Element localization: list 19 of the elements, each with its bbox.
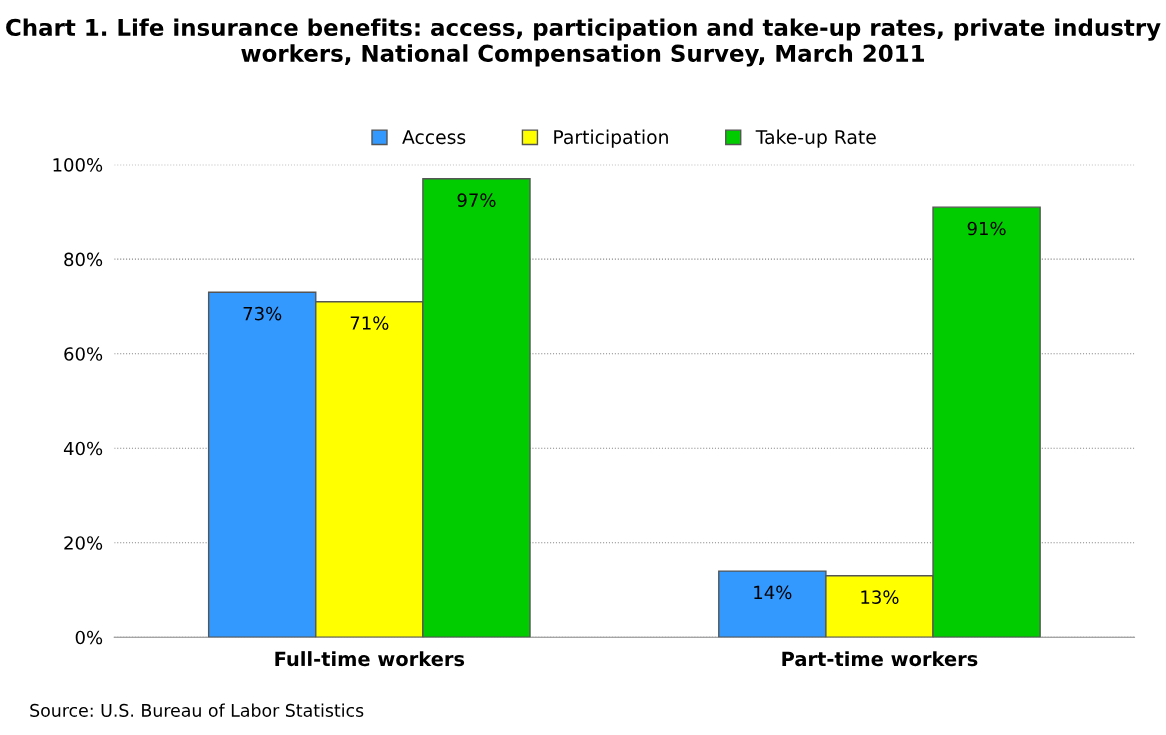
data-label: 91% bbox=[967, 221, 1006, 236]
data-label: 14% bbox=[754, 585, 792, 600]
data-label: 71% bbox=[350, 316, 389, 330]
y-tick-label: 0% bbox=[75, 630, 103, 645]
y-tick-label: 60% bbox=[64, 347, 103, 361]
data-label: 73% bbox=[243, 306, 282, 321]
legend-label: Take-up Rate bbox=[755, 129, 876, 148]
x-tick-label: Part-time workers bbox=[782, 651, 978, 667]
y-tick-label: 100% bbox=[53, 158, 103, 172]
data-label: 97% bbox=[457, 193, 496, 207]
legend-label: Participation bbox=[554, 129, 668, 148]
data-label: 13% bbox=[861, 590, 899, 604]
y-tick-label: 40% bbox=[63, 441, 103, 456]
source-note: Source: U.S. Bureau of Labor Statistics bbox=[30, 703, 364, 717]
x-tick-label: Full-time workers bbox=[275, 651, 465, 667]
legend-label: Access bbox=[402, 130, 466, 145]
y-tick-label: 20% bbox=[64, 536, 103, 550]
chart-title: Chart 1. Life insurance benefits: access, participation and take-up rates, private industry workers, National Compensation Survey, March 2011 bbox=[6, 18, 1161, 67]
y-tick-label: 80% bbox=[64, 252, 103, 267]
